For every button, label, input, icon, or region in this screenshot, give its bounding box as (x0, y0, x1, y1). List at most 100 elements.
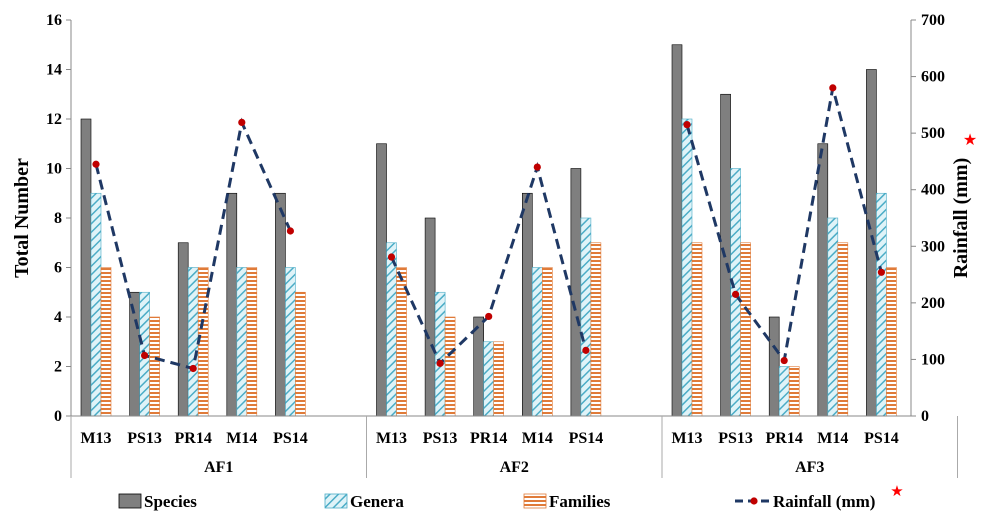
y2-tick-label: 700 (921, 12, 945, 29)
legend-label-genera: Genera (350, 492, 404, 511)
x-tick-label: M13 (80, 430, 111, 447)
families-bar-af1-m13 (100, 267, 112, 417)
labels-layer: 0 2 4 6 8 10 12 14 16 0 100 200 300 400 500 600 700 M13 PS… (11, 12, 977, 476)
families-bar-af3-m14 (837, 242, 849, 417)
y-tick-label: 10 (46, 161, 62, 178)
genera-bar-af2-m13 (386, 242, 397, 417)
y-tick-label: 2 (54, 359, 62, 376)
genera-bar-af3-m14 (827, 217, 839, 417)
species-bar-af3-pr14 (768, 316, 780, 417)
genera-bar-af2-m14 (531, 267, 543, 417)
x-tick-label: PS13 (423, 430, 458, 447)
families-bar-af1-ps13 (149, 316, 160, 417)
legend: Species Genera Families Rainfall (mm) ★ (118, 482, 904, 511)
rainfall-point-af1-m14 (238, 118, 246, 126)
y-tick-label: 14 (46, 62, 62, 79)
x-tick-label: PR14 (470, 430, 507, 447)
species-bar-af2-m14 (521, 192, 533, 417)
legend-label-families: Families (549, 492, 611, 511)
genera-bar-af1-m13 (90, 192, 102, 417)
species-bar-af1-ps14 (275, 192, 286, 417)
families-bar-af3-pr14 (788, 366, 800, 417)
legend-star-icon: ★ (890, 482, 903, 500)
y2-tick-label: 200 (921, 295, 945, 312)
genera-bar-af2-ps13 (434, 291, 446, 417)
rainfall-point-af2-m14 (533, 163, 541, 171)
group-label: AF2 (500, 459, 529, 476)
rainfall-point-af3-m13 (683, 121, 691, 129)
families-bar-af2-pr14 (493, 341, 505, 417)
rainfall-line-layer (92, 84, 886, 373)
species-bar-af2-m13 (376, 143, 387, 417)
rainfall-point-af1-ps13 (141, 351, 149, 360)
y-axis-title: Total Number (11, 158, 33, 278)
legend-label-rainfall: Rainfall (mm) (773, 492, 875, 511)
species-bar-af1-m14 (226, 192, 238, 417)
genera-bar-af2-ps14 (580, 217, 592, 417)
families-bar-af3-ps14 (886, 267, 897, 417)
y-tick-label: 0 (54, 408, 62, 425)
species-bar-af1-pr14 (177, 242, 189, 417)
x-tick-label: PS14 (864, 430, 899, 447)
rainfall-point-af2-ps14 (582, 346, 590, 354)
x-tick-label: PR14 (175, 430, 212, 447)
x-tick-label: M13 (671, 430, 702, 447)
species-bar-af2-ps13 (424, 217, 436, 417)
x-tick-label: PR14 (766, 430, 803, 447)
legend-swatch-families (523, 493, 547, 509)
x-tick-label: PS13 (718, 430, 753, 447)
genera-bar-af3-m13 (681, 118, 693, 417)
legend-swatch-genera (324, 493, 348, 509)
x-tick-label: PS13 (127, 430, 162, 447)
genera-bar-af1-ps14 (285, 267, 296, 417)
y2-tick-label: 100 (921, 351, 945, 368)
y-tick-label: 6 (54, 260, 62, 277)
families-bar-af1-ps14 (295, 291, 306, 417)
legend-swatch-rainfall-marker (750, 497, 758, 505)
families-bar-af3-ps13 (740, 242, 751, 417)
y-tick-label: 16 (46, 12, 62, 29)
y-tick-label: 8 (54, 210, 62, 227)
x-tick-label: M14 (226, 430, 257, 447)
x-tick-label: M13 (376, 430, 407, 447)
rainfall-point-af3-m14 (829, 84, 837, 92)
genera-bar-af3-pr14 (778, 366, 790, 417)
rainfall-point-af3-pr14 (780, 356, 788, 365)
x-tick-label: M14 (817, 430, 848, 447)
species-bar-af3-m14 (817, 143, 829, 417)
axes-layer (66, 19, 958, 478)
x-tick-label: PS14 (569, 430, 604, 447)
y2-tick-label: 600 (921, 69, 945, 86)
y2-tick-label: 300 (921, 238, 945, 255)
genera-bar-af2-pr14 (483, 341, 495, 417)
species-bar-af2-ps14 (570, 168, 582, 417)
families-bar-af1-m14 (246, 267, 258, 417)
rainfall-point-af3-ps14 (877, 268, 886, 276)
legend-swatch-species (118, 493, 142, 509)
families-bar-af2-ps13 (444, 316, 456, 417)
y2-tick-label: 500 (921, 125, 945, 142)
rainfall-line-af3 (685, 87, 883, 365)
genera-bar-af1-pr14 (187, 267, 199, 417)
rainfall-point-af2-ps13 (436, 359, 444, 367)
genera-bar-af1-m14 (236, 267, 248, 417)
bars-layer (80, 44, 897, 417)
x-tick-label: PS14 (273, 430, 308, 447)
y2-tick-label: 0 (921, 408, 929, 425)
species-bar-af1-m13 (80, 118, 92, 417)
group-label: AF3 (795, 459, 824, 476)
families-bar-af2-ps14 (590, 242, 602, 417)
legend-label-species: Species (144, 492, 197, 511)
rainfall-point-af3-ps13 (732, 290, 740, 298)
families-bar-af2-m14 (541, 267, 553, 417)
y2-title-star-icon: ★ (963, 130, 977, 149)
species-bar-af2-pr14 (473, 316, 485, 417)
rainfall-point-af2-pr14 (485, 312, 493, 321)
rainfall-line-af2 (390, 161, 588, 366)
rainfall-point-af2-m13 (387, 253, 396, 261)
rainfall-point-af1-ps14 (286, 227, 294, 235)
y2-axis-title: Rainfall (mm) (950, 158, 972, 279)
rainfall-point-af1-pr14 (189, 364, 197, 373)
group-label: AF1 (204, 459, 233, 476)
